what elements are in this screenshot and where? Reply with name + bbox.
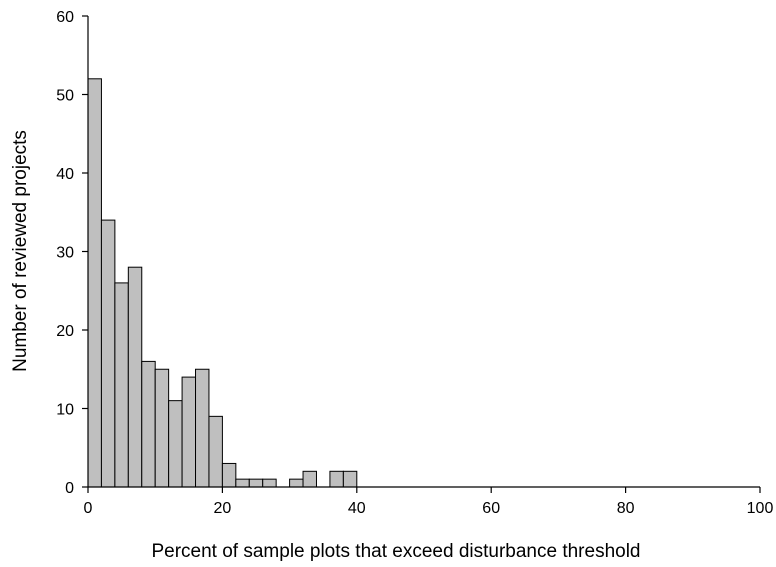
y-axis-ticks: 0 10 20 30 40 50 60	[56, 9, 88, 497]
x-tick-label: 80	[617, 500, 635, 517]
histogram-bar-38-40	[342, 470, 358, 488]
histogram-bar-26-28	[262, 478, 277, 488]
bars-group	[87, 78, 358, 488]
x-axis-label: Percent of sample plots that exceed dist…	[151, 541, 640, 562]
histogram-bar-36-38	[329, 470, 344, 488]
histogram-bar-30-32	[289, 478, 304, 488]
y-tick-label: 10	[56, 402, 74, 419]
y-axis-label: Number of reviewed projects	[10, 130, 31, 372]
histogram-bar-14-16	[181, 376, 197, 488]
y-tick-label: 30	[56, 245, 74, 262]
histogram-bar-4-6	[114, 282, 129, 488]
histogram-bar-18-20	[208, 415, 223, 488]
histogram-bar-2-4	[100, 219, 116, 488]
x-tick-label: 60	[482, 500, 500, 517]
x-tick-label: 100	[747, 500, 774, 517]
y-tick-label: 40	[56, 166, 74, 183]
histogram-bar-16-18	[195, 368, 210, 488]
y-tick-label: 0	[65, 480, 74, 497]
histogram-bar-32-34	[302, 470, 317, 488]
histogram-bar-6-8	[127, 266, 143, 488]
histogram-bar-8-10	[141, 360, 156, 488]
y-tick-label: 60	[56, 9, 74, 26]
histogram-bar-22-24	[235, 478, 250, 488]
histogram-bar-12-14	[168, 400, 183, 488]
y-tick-label: 50	[56, 88, 74, 105]
histogram-bar-24-26	[248, 478, 264, 488]
x-tick-label: 20	[214, 500, 232, 517]
y-tick-label: 20	[56, 323, 74, 340]
x-tick-label: 0	[84, 500, 93, 517]
x-axis-ticks: 0 20 40 60 80 100	[84, 487, 774, 517]
histogram-bar-20-22	[221, 462, 237, 488]
histogram-bar-10-12	[154, 368, 170, 488]
x-tick-label: 40	[348, 500, 366, 517]
histogram-bar-0-2	[87, 78, 102, 488]
